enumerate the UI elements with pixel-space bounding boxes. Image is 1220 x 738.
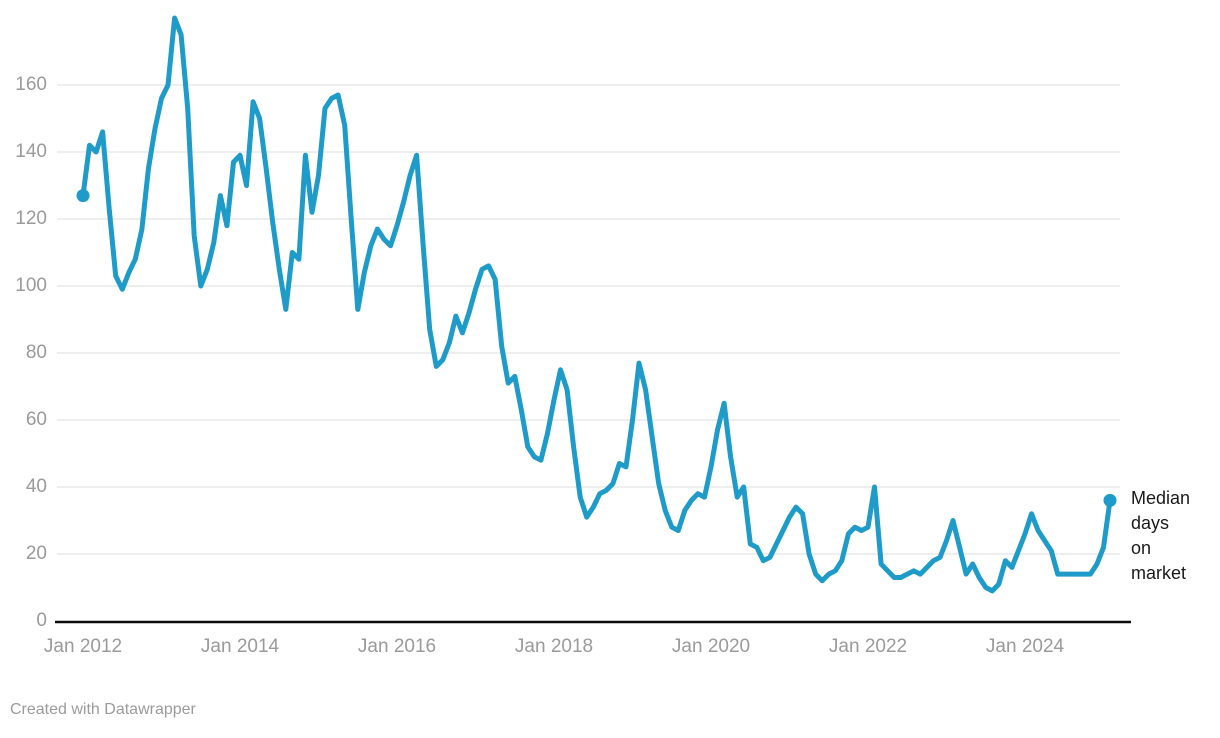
y-tick-label: 120 — [15, 208, 47, 229]
series-endpoint-dot — [76, 189, 90, 203]
series-line — [80, 15, 1113, 594]
x-tick-label: Jan 2022 — [828, 636, 908, 657]
y-tick-label: 80 — [25, 342, 47, 363]
y-tick-label: 20 — [25, 543, 47, 564]
series-label-line: Median — [1131, 488, 1191, 508]
series-label-line: on — [1131, 538, 1152, 558]
x-tick-label: Jan 2018 — [514, 636, 594, 657]
y-tick-label: 40 — [25, 476, 47, 497]
series-label: Median days on market — [1131, 486, 1190, 586]
y-tick-label: 100 — [15, 275, 47, 296]
series-endpoint-dot — [1103, 493, 1117, 507]
x-tick-label: Jan 2012 — [43, 636, 123, 657]
x-tick-label: Jan 2024 — [985, 636, 1065, 657]
x-tick-label: Jan 2016 — [357, 636, 437, 657]
y-tick-label: 160 — [15, 74, 47, 95]
attribution: Created with Datawrapper — [10, 701, 196, 718]
series-label-line: days — [1131, 513, 1170, 533]
y-tick-label: 140 — [15, 141, 47, 162]
series-label-line: market — [1131, 563, 1187, 583]
x-tick-label: Jan 2020 — [671, 636, 751, 657]
y-tick-label: 60 — [25, 409, 47, 430]
x-tick-label: Jan 2014 — [200, 636, 280, 657]
y-tick-label: 0 — [36, 610, 47, 631]
